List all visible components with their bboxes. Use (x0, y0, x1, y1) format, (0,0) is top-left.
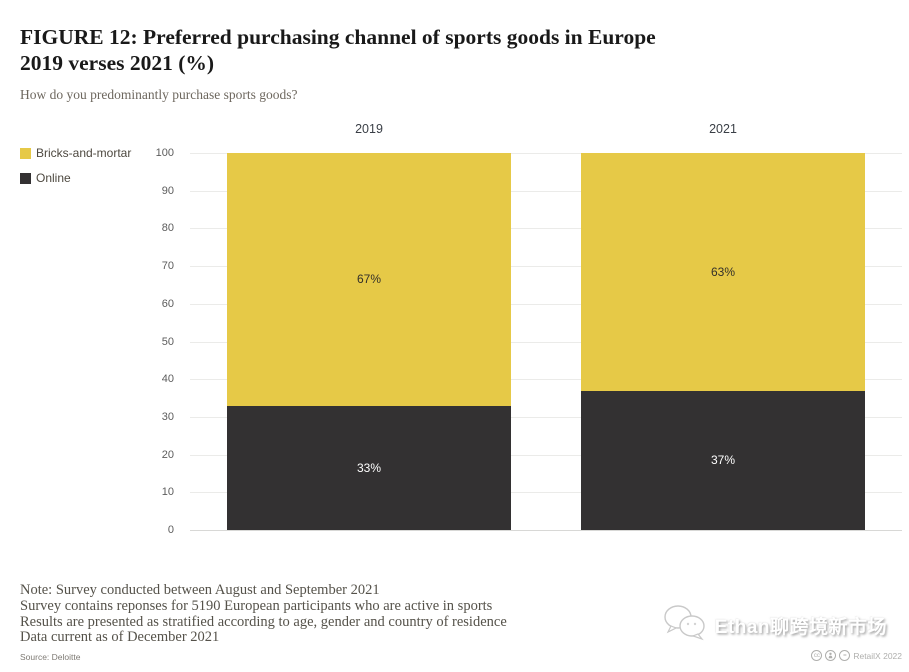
value-label-online-2021: 37% (710, 453, 736, 468)
gridline-60 (190, 303, 902, 305)
legend-item-bricks-and-mortar: Bricks-and-mortar (20, 146, 131, 160)
category-label-2021: 2021 (709, 122, 737, 136)
credit-label: RetailX 2022 (853, 650, 902, 661)
y-axis-tick-label-80: 80 (161, 222, 174, 235)
y-axis-tick-label-20: 20 (161, 448, 174, 461)
y-axis-tick-label-100: 100 (155, 147, 174, 159)
figure-title-line2: 2019 verses 2021 (%) (20, 51, 215, 76)
legend-swatch-bricks-and-mortar (20, 147, 31, 159)
watermark-text: Ethan聊跨境新市场 (714, 617, 887, 638)
plot-area: 0 10 20 30 40 50 60 70 80 90 100 2019 33% 67% 2021 37% 6… (156, 122, 902, 536)
figure-title: FIGURE 12: Preferred purchasing channel … (20, 24, 760, 76)
y-axis-tick-label-90: 90 (161, 184, 174, 197)
gridline-0 (190, 530, 902, 531)
note-line-4: Data current as of December 2021 (20, 629, 220, 646)
gridline-10 (190, 492, 902, 494)
value-label-bricks-and-mortar-2021: 63% (710, 264, 736, 279)
gridline-40 (190, 379, 902, 381)
chat-bubbles-icon (663, 604, 707, 647)
watermark: Ethan聊跨境新市场 (663, 604, 887, 647)
value-label-online-2019: 33% (356, 460, 382, 475)
gridline-20 (190, 454, 902, 456)
figure-title-line1: FIGURE 12: Preferred purchasing channel … (20, 25, 656, 50)
y-axis-tick-label-40: 40 (161, 373, 174, 386)
bar-segment-online-2021: 37% (581, 390, 865, 530)
bar-segment-online-2019: 33% (227, 405, 511, 530)
y-axis-tick-label-70: 70 (161, 260, 174, 273)
person-glyph (829, 652, 833, 659)
y-axis-tick-label-60: 60 (161, 297, 174, 310)
y-axis-tick-label-50: 50 (161, 335, 174, 348)
legend-swatch-online (20, 172, 31, 184)
value-label-bricks-and-mortar-2019: 67% (356, 272, 382, 287)
gridline-50 (190, 341, 902, 343)
license-credit-row: cc = RetailX 2022 (811, 650, 902, 661)
note-line-1: Note: Survey conducted between August an… (20, 582, 380, 598)
gridline-90 (190, 190, 902, 192)
cc-license-icon: cc (811, 650, 823, 661)
y-axis-tick-label-10: 10 (161, 486, 174, 499)
note-line-3: Results are presented as stratified acco… (20, 613, 507, 630)
source-label: Source: Deloitte (20, 652, 81, 662)
y-axis-tick-label-30: 30 (161, 410, 174, 423)
note-line-2: Survey contains reponses for 5190 Europe… (20, 597, 493, 614)
figure-subtitle: How do you predominantly purchase sports… (20, 86, 298, 102)
bar-segment-bricks-and-mortar-2021: 63% (581, 153, 865, 391)
gridline-80 (190, 228, 902, 230)
notes-block: Note: Survey conducted between August an… (20, 582, 507, 646)
bar-segment-bricks-and-mortar-2019: 67% (227, 153, 511, 406)
stacked-bar-2021: 37% 63% (581, 153, 865, 530)
legend-label-online: Online (36, 171, 71, 185)
gridline-30 (190, 416, 902, 418)
cc-nd-icon: = (839, 650, 851, 661)
legend-label-bricks-and-mortar: Bricks-and-mortar (36, 146, 132, 160)
cc-by-icon (825, 650, 837, 661)
gridline-100 (190, 153, 902, 154)
gridline-70 (190, 266, 902, 268)
category-label-2019: 2019 (355, 122, 383, 136)
chart-legend: Bricks-and-mortar Online (20, 146, 131, 196)
y-axis-tick-label-0: 0 (167, 524, 174, 536)
stacked-bar-2019: 33% 67% (227, 153, 511, 530)
legend-item-online: Online (20, 171, 131, 185)
